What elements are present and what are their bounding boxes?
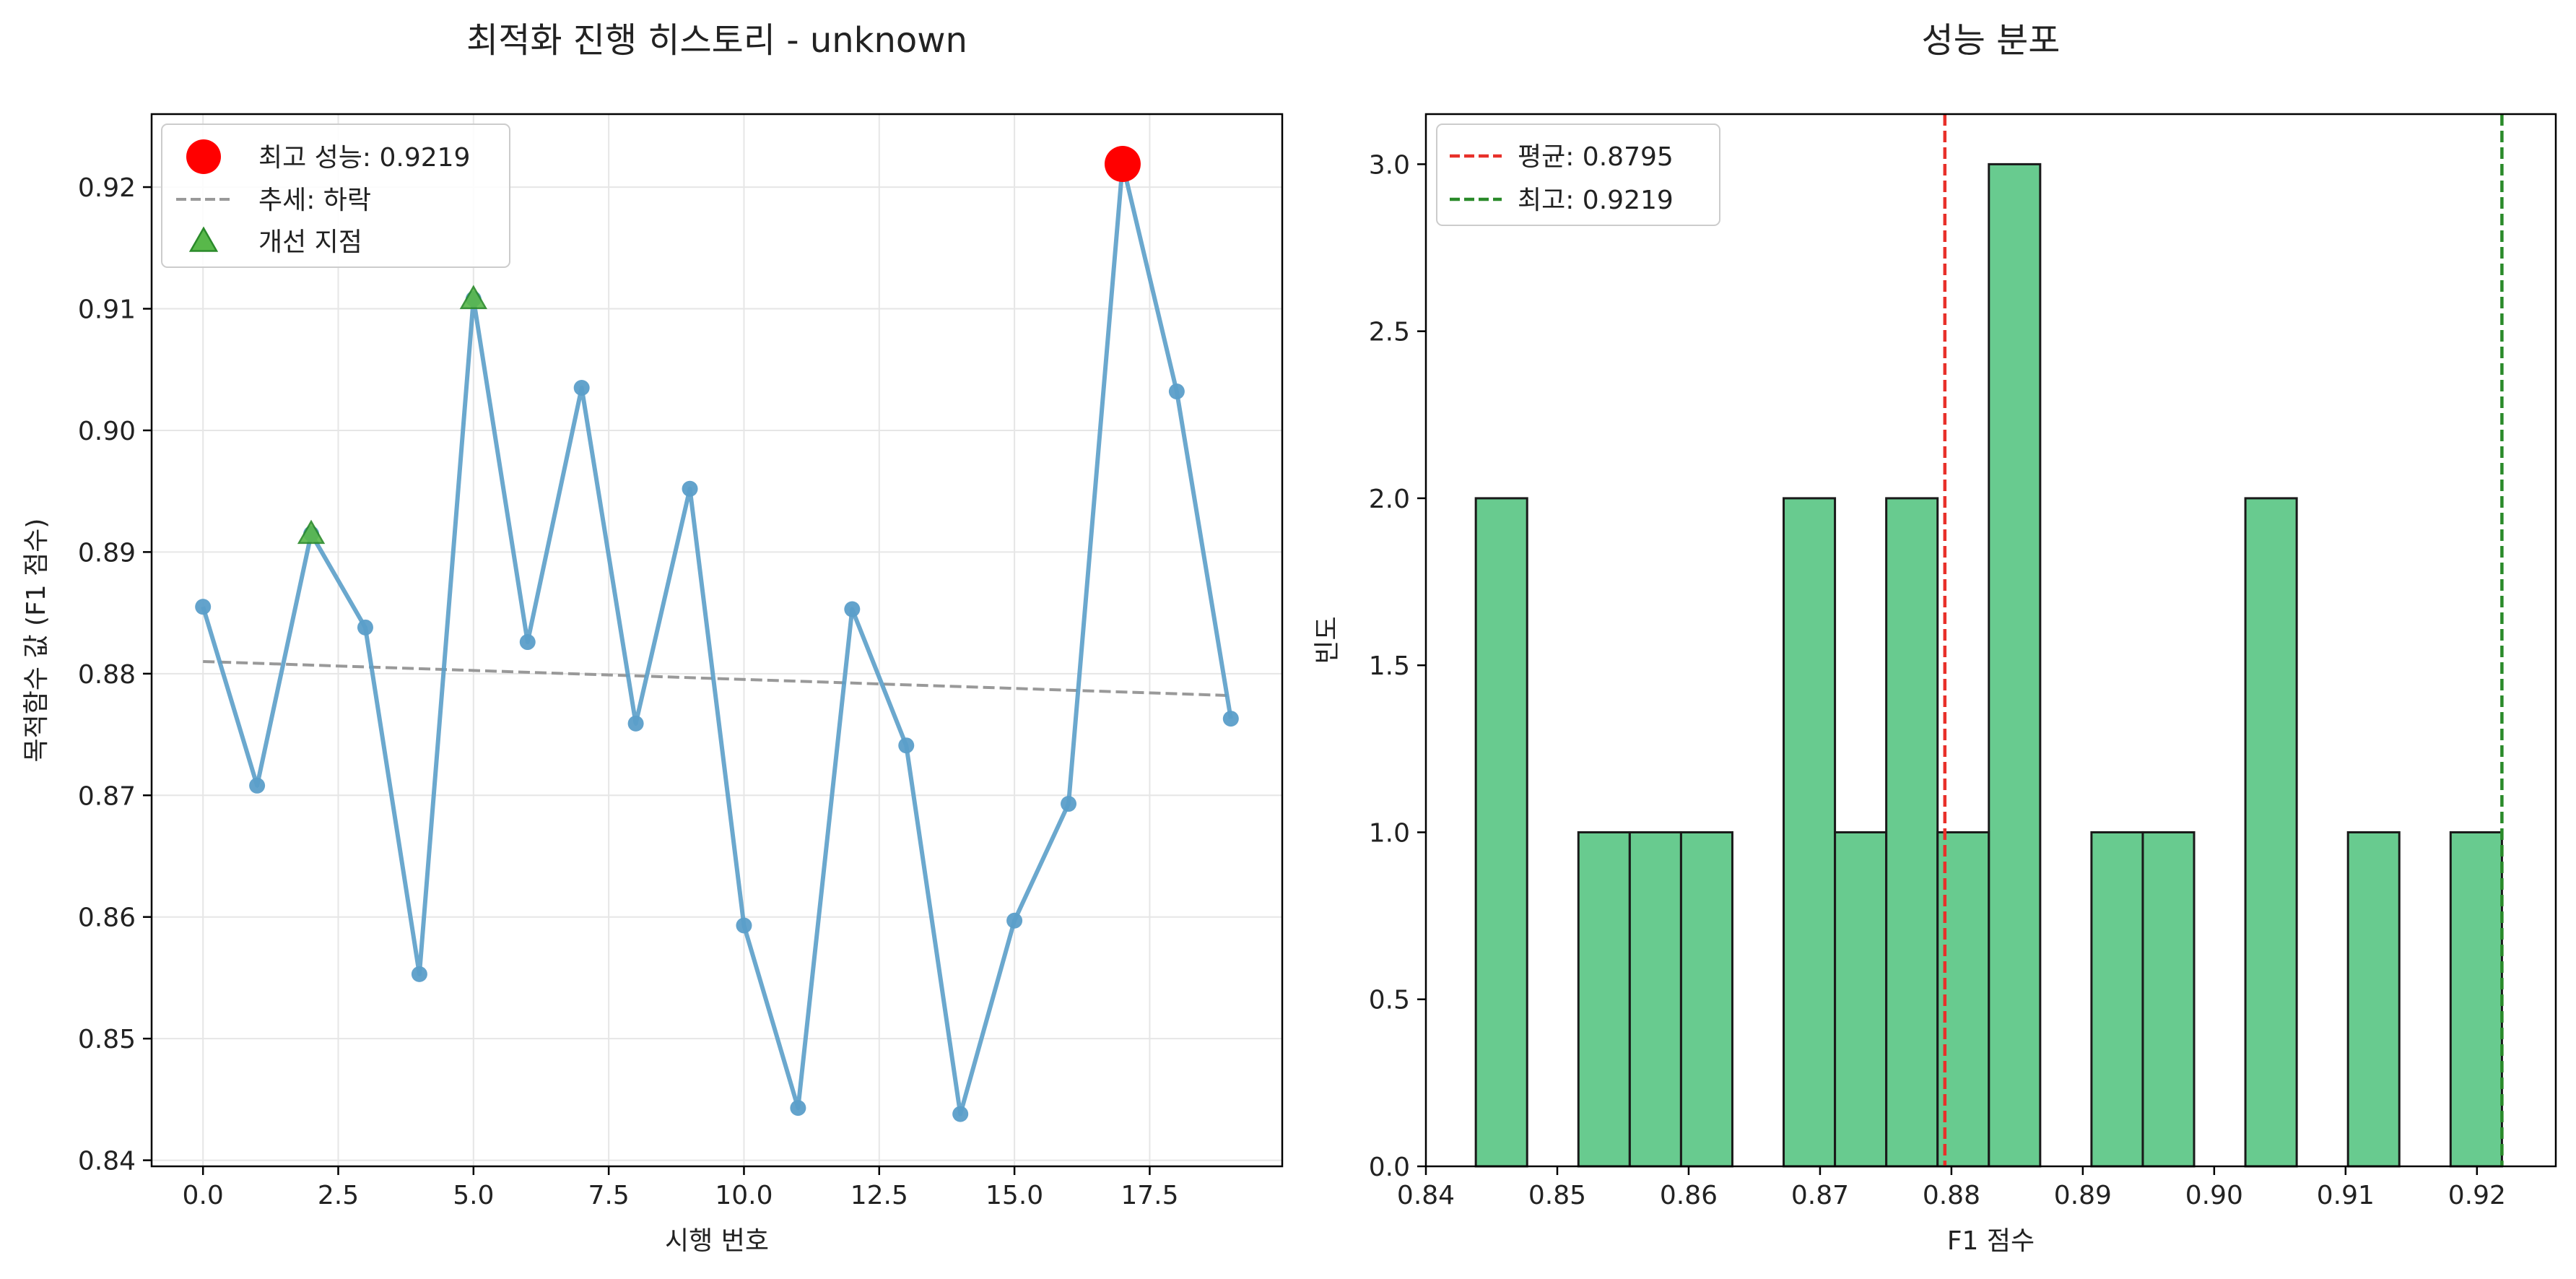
x-tick-label: 0.87 [1791, 1181, 1849, 1210]
histogram-bar [1628, 831, 1682, 1168]
axes-frame [150, 113, 1284, 1168]
improvement-marker [459, 285, 487, 310]
legend-swatch-best [186, 139, 221, 174]
chart-title: 성능 분포 [1922, 20, 2061, 61]
x-tick-label: 10.0 [715, 1181, 773, 1210]
y-tick-label: 1.0 [1369, 818, 1410, 848]
y-tick-label: 0.87 [78, 781, 136, 811]
histogram-bar [1885, 497, 1939, 1168]
legend-box [1436, 123, 1720, 226]
x-axis-label: F1 점수 [1947, 1226, 2035, 1256]
x-tick-label: 12.5 [850, 1181, 908, 1210]
histogram-bar [1577, 831, 1631, 1168]
histogram-bar [1474, 497, 1528, 1168]
trial-point [898, 737, 915, 754]
histogram-bar [2244, 497, 2298, 1168]
trial-point [1061, 796, 1077, 812]
legend: 평균: 0.8795 최고: 0.9219 [1436, 123, 1720, 226]
trial-point [1168, 383, 1185, 400]
histogram-bar [2090, 831, 2144, 1168]
histogram-bar [1783, 497, 1837, 1168]
y-axis-label: 빈도 [1313, 616, 1342, 664]
x-tick-label: 7.5 [588, 1181, 630, 1210]
trial-point [411, 966, 427, 982]
y-axis-ticks: 0.84 0.85 0.86 0.87 0.88 0.89 0.90 0.91 0.92 [78, 173, 152, 1176]
histogram-bar [2346, 831, 2401, 1168]
legend-label: 최고 성능: 0.9219 [258, 143, 470, 173]
legend-swatch-improvement [188, 226, 219, 252]
grid [152, 114, 1282, 1166]
trial-point [357, 619, 373, 636]
y-tick-label: 2.0 [1369, 485, 1410, 514]
y-tick-label: 0.84 [78, 1147, 136, 1176]
y-axis-label: 목적함수 값 (F1 점수) [22, 519, 51, 763]
x-axis-label: 시행 번호 [665, 1226, 769, 1256]
y-tick-label: 0.90 [78, 417, 136, 446]
trial-point [790, 1100, 806, 1117]
x-tick-label: 0.86 [1660, 1181, 1718, 1210]
plot-area [1474, 114, 2504, 1168]
y-tick-label: 0.5 [1369, 986, 1410, 1015]
trial-point [844, 601, 861, 617]
trial-point [627, 715, 644, 732]
histogram-bar [1679, 831, 1733, 1168]
x-tick-label: 5.0 [453, 1181, 494, 1210]
y-tick-label: 0.89 [78, 538, 136, 568]
legend-label: 개선 지점 [258, 227, 362, 257]
x-tick-label: 0.90 [2185, 1181, 2243, 1210]
x-tick-label: 0.0 [183, 1181, 224, 1210]
trial-point [249, 777, 266, 794]
chart-title: 최적화 진행 히스토리 - unknown [466, 20, 967, 61]
x-tick-label: 0.92 [2448, 1181, 2506, 1210]
trial-point [195, 599, 212, 615]
y-tick-label: 2.5 [1369, 318, 1410, 347]
x-tick-label: 0.88 [1923, 1181, 1980, 1210]
histogram-bar [1834, 831, 1888, 1168]
x-tick-label: 0.85 [1528, 1181, 1586, 1210]
x-tick-label: 0.91 [2317, 1181, 2375, 1210]
y-tick-label: 0.91 [78, 295, 136, 325]
histogram-bar [1988, 162, 2042, 1168]
y-tick-label: 1.5 [1369, 651, 1410, 681]
trial-point [573, 379, 590, 396]
x-axis-ticks: 0.0 2.5 5.0 7.5 10.0 12.5 15.0 17.5 [183, 1166, 1179, 1210]
x-axis-ticks: 0.84 0.85 0.86 0.87 0.88 0.89 0.90 0.91 0.92 [1397, 1166, 2506, 1210]
trial-point [519, 634, 536, 651]
y-tick-label: 3.0 [1369, 150, 1410, 180]
x-tick-label: 17.5 [1121, 1181, 1178, 1210]
x-tick-label: 2.5 [318, 1181, 359, 1210]
improvement-marker [297, 519, 326, 545]
trend-line [203, 659, 1231, 698]
y-axis-ticks: 0.0 0.5 1.0 1.5 2.0 2.5 3.0 [1369, 150, 1426, 1182]
best-point [1104, 146, 1141, 183]
legend-box [161, 123, 510, 268]
x-tick-label: 0.84 [1397, 1181, 1455, 1210]
histogram-bar [2449, 831, 2503, 1168]
y-tick-label: 0.86 [78, 903, 136, 933]
optimization-history-chart: 최적화 진행 히스토리 - unknown 0.0 2.5 5.0 7.5 10.0 12… [22, 20, 1284, 1256]
trial-point [952, 1106, 969, 1122]
legend-label: 평균: 0.8795 [1518, 142, 1674, 172]
axes-frame [1424, 113, 2557, 1168]
y-tick-label: 0.88 [78, 660, 136, 690]
trial-line [201, 162, 1233, 1117]
trial-point [682, 480, 698, 497]
trial-point [736, 917, 752, 934]
performance-distribution-chart: 성능 분포 0.84 0.85 0.86 0.87 0.88 0.89 0.90 0.91 0.… [1313, 20, 2557, 1256]
trial-point [1006, 912, 1023, 929]
plot-area [195, 146, 1239, 1122]
legend-label: 추세: 하락 [258, 186, 371, 215]
x-tick-label: 15.0 [985, 1181, 1043, 1210]
legend-label: 최고: 0.9219 [1518, 186, 1674, 215]
x-tick-label: 0.89 [2054, 1181, 2112, 1210]
y-tick-label: 0.92 [78, 173, 136, 203]
y-tick-label: 0.85 [78, 1025, 136, 1054]
trial-point [1222, 711, 1239, 727]
histogram-bar [2141, 831, 2196, 1168]
y-tick-label: 0.0 [1369, 1153, 1410, 1182]
